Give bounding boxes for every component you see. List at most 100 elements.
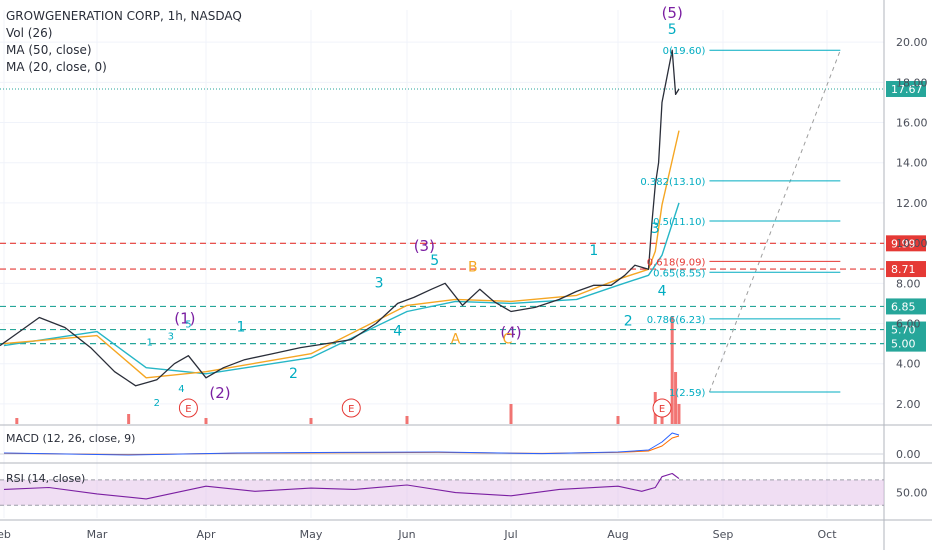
fib-level-label: 0.65(8.55) (653, 268, 705, 279)
earnings-marker-circle (341, 398, 361, 418)
volume-bar (204, 418, 208, 424)
level-price-tag: 6.85 (886, 298, 926, 315)
fib-level-label: 0.618(9.09) (647, 257, 706, 268)
earnings-marker-label: E (659, 404, 665, 415)
macd-line (3, 432, 680, 456)
fib-level-label: 0(19.60) (663, 46, 706, 57)
wave-label: (4) (500, 324, 521, 342)
wave-label: 5 (185, 320, 191, 331)
wave-label: 1 (147, 338, 153, 349)
level-tag-bg (886, 321, 926, 338)
level-tag-label: 5.70 (891, 324, 916, 337)
wave-label: B (468, 259, 478, 275)
volume-bar (405, 416, 409, 424)
rsi-tick-label: 50.00 (896, 487, 928, 500)
price-tick-label: 12.00 (896, 197, 928, 210)
fib-level-label: 0.382(13.10) (640, 177, 705, 188)
level-tag-label: 6.85 (891, 300, 916, 313)
earnings-marker-circle (652, 398, 672, 418)
wave-label: (3) (414, 237, 435, 255)
last-price-tag-bg (886, 80, 926, 97)
chart-title: GROWGENERATION CORP, 1h, NASDAQ (6, 9, 242, 23)
wave-label: 2 (289, 366, 298, 382)
level-price-tag: 5.00 (886, 335, 926, 352)
last-price-tag-label: 17.67 (891, 83, 923, 96)
fib-level-label: 0.5(11.10) (653, 217, 705, 228)
wave-label: 3 (651, 221, 660, 237)
price-tick-label: 8.00 (896, 277, 921, 290)
price-tick-label: 16.00 (896, 117, 928, 130)
time-tick-label: Mar (87, 528, 108, 541)
level-tag-bg (886, 298, 926, 315)
time-tick-label: May (300, 528, 323, 541)
wave-label: 4 (178, 384, 184, 395)
wave-label: (1) (174, 310, 195, 328)
volume-bar (15, 418, 19, 424)
fib-level-label: 0.786(6.23) (647, 315, 706, 326)
level-tag-bg (886, 261, 926, 278)
volume-bar (674, 372, 678, 424)
wave-label: 5 (430, 253, 439, 269)
level-price-tag: 9.99 (886, 235, 926, 252)
price-tick-label: 10.00 (896, 237, 928, 250)
ma20-line (3, 130, 680, 379)
wave-label: C (503, 332, 513, 348)
volume-bar (677, 404, 681, 424)
macd-title[interactable]: MACD (12, 26, close, 9) (6, 432, 135, 445)
price-tick-label: 18.00 (896, 76, 928, 89)
wave-label: (2) (209, 384, 230, 402)
volume-bar (509, 404, 513, 424)
indicator-ma20-label[interactable]: MA (20, close, 0) (6, 60, 107, 74)
wave-label: 4 (658, 283, 667, 299)
price-tick-label: 2.00 (896, 398, 921, 411)
rsi-title[interactable]: RSI (14, close) (6, 472, 85, 485)
price-tick-label: 14.00 (896, 157, 928, 170)
macd-tick-label: 0.00 (896, 448, 921, 461)
volume-bar (670, 316, 674, 424)
level-tag-label: 8.71 (891, 263, 916, 276)
price-tick-label: 20.00 (896, 36, 928, 49)
volume-bar (127, 414, 131, 424)
time-tick-label: eb (0, 528, 11, 541)
price-line (0, 49, 680, 387)
wave-label: 4 (393, 324, 402, 340)
earnings-marker-label: E (185, 404, 191, 415)
ma50-line (3, 202, 680, 375)
wave-label: 3 (168, 332, 174, 343)
rsi-line (3, 472, 680, 500)
wave-label: 2 (624, 314, 633, 330)
earnings-marker[interactable]: E (341, 398, 361, 418)
price-tick-label: 6.00 (896, 318, 921, 331)
time-tick-label: Sep (713, 528, 734, 541)
earnings-marker-label: E (348, 404, 354, 415)
time-tick-label: Oct (817, 528, 837, 541)
wave-label: 1 (589, 243, 598, 259)
rsi-band (0, 479, 884, 506)
wave-label: A (451, 332, 461, 348)
wave-label: 3 (375, 275, 384, 291)
level-tag-label: 5.00 (891, 338, 916, 351)
fib-trend-line[interactable] (708, 50, 841, 393)
time-tick-label: Aug (607, 528, 628, 541)
level-tag-bg (886, 335, 926, 352)
wave-label: (5) (662, 4, 683, 22)
time-tick-label: Jul (503, 528, 517, 541)
indicator-ma50-label[interactable]: MA (50, close) (6, 43, 92, 57)
earnings-marker-circle (178, 398, 198, 418)
level-tag-bg (886, 235, 926, 252)
time-tick-label: Apr (196, 528, 216, 541)
time-tick-label: Jun (397, 528, 415, 541)
wave-label: 2 (154, 398, 160, 409)
price-tick-label: 4.00 (896, 358, 921, 371)
earnings-marker[interactable]: E (652, 398, 672, 418)
level-price-tag: 8.71 (886, 261, 926, 278)
level-tag-label: 9.99 (891, 237, 916, 250)
wave-label: 1 (237, 320, 246, 336)
indicator-vol-label[interactable]: Vol (26) (6, 26, 52, 40)
earnings-marker[interactable]: E (178, 398, 198, 418)
fib-level-label: 1(2.59) (669, 388, 706, 399)
level-price-tag: 5.70 (886, 321, 926, 338)
last-price-tag: 17.67 (886, 80, 926, 97)
